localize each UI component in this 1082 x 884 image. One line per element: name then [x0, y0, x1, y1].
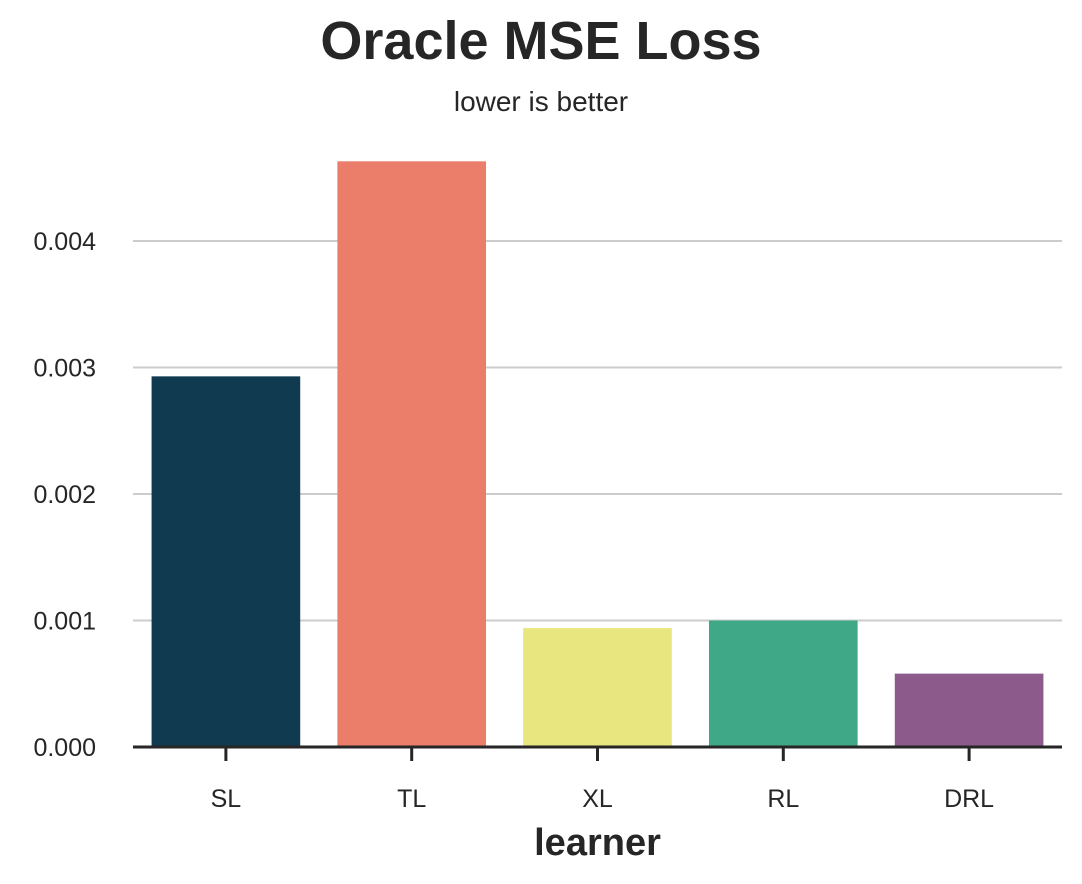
x-tick-label: XL [582, 785, 613, 813]
x-tick-label: SL [211, 785, 242, 813]
chart-subtitle: lower is better [453, 86, 629, 117]
x-tick-label: TL [397, 785, 426, 813]
bar-xl [523, 628, 672, 747]
y-tick-label: 0.003 [33, 355, 96, 383]
bar-sl [151, 376, 301, 747]
x-axis-label: learner [534, 822, 661, 864]
y-tick-label: 0.001 [33, 608, 96, 636]
x-tick-label: DRL [944, 785, 994, 813]
x-tick-label: RL [767, 785, 799, 813]
bar-drl [894, 673, 1044, 747]
y-tick-label: 0.000 [33, 734, 96, 762]
y-tick-label: 0.004 [33, 228, 96, 256]
bar-rl [708, 620, 858, 747]
chart-title: Oracle MSE Loss [320, 11, 762, 71]
y-tick-label: 0.002 [33, 481, 96, 509]
bar-tl [337, 161, 487, 747]
